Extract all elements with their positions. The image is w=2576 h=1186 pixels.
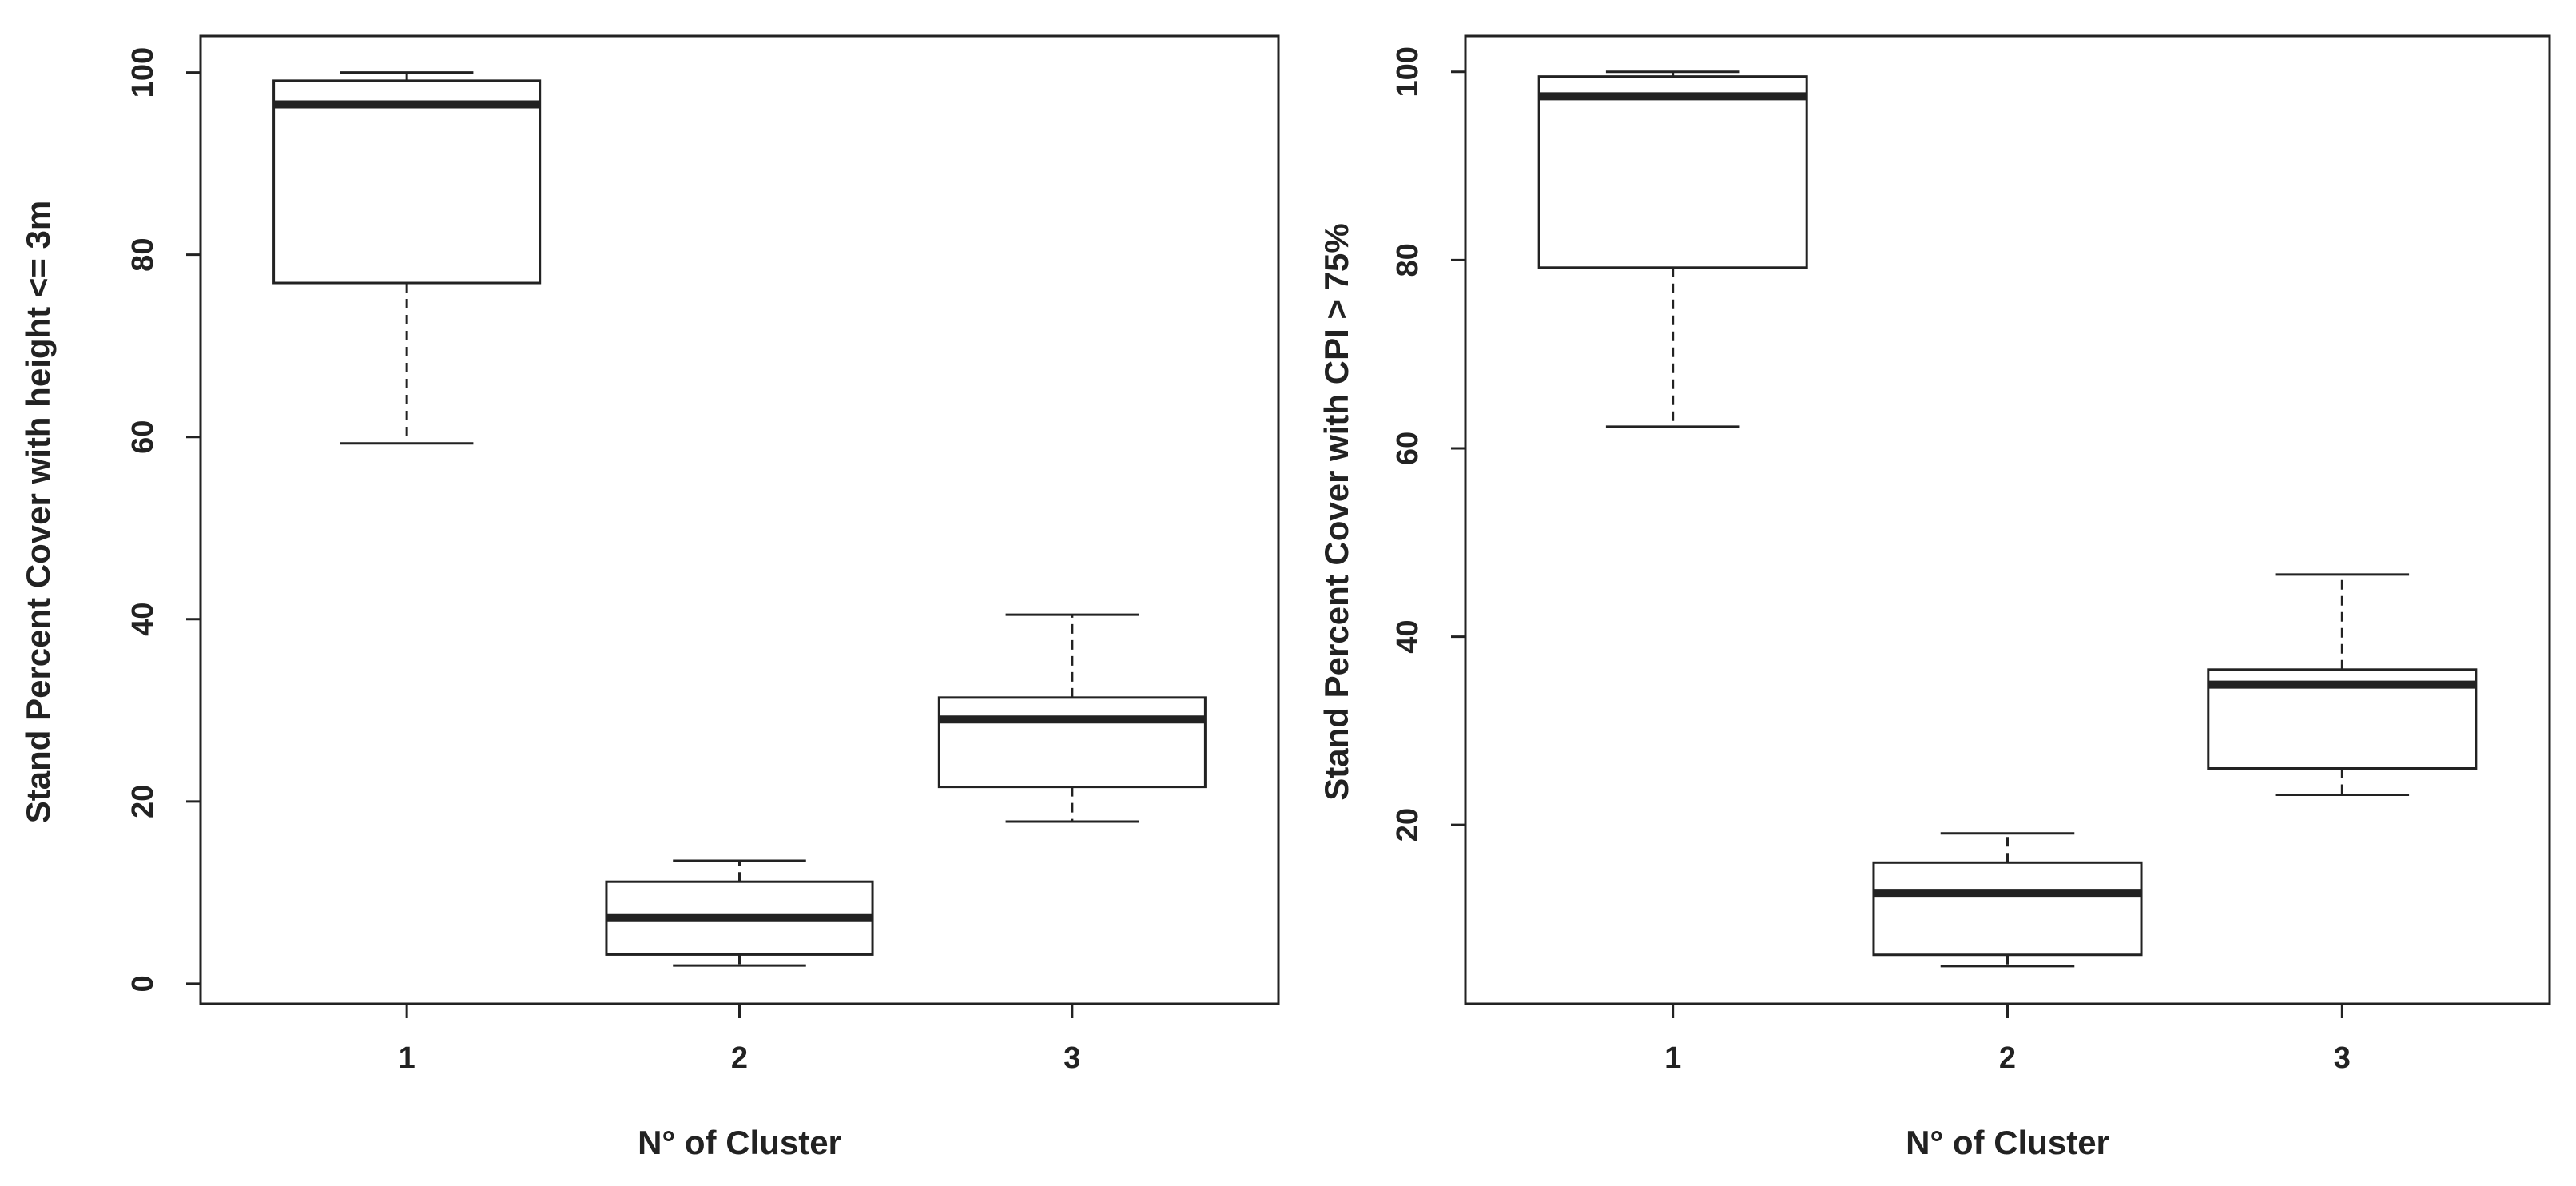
y-tick-label: 0: [126, 975, 160, 992]
y-tick-label: 80: [1391, 243, 1425, 277]
y-tick-label: 100: [126, 47, 160, 98]
y-tick-label: 80: [126, 238, 160, 272]
y-tick-label: 100: [1391, 46, 1425, 97]
y-tick-label: 60: [126, 420, 160, 454]
y-axis-title: Stand Percent Cover with height <= 3m: [19, 201, 57, 824]
box: [272, 79, 542, 285]
y-tick-label: 40: [126, 603, 160, 636]
x-tick-label: 3: [1063, 1041, 1080, 1075]
y-tick-label: 40: [1391, 619, 1425, 653]
x-axis-title: N° of Cluster: [1906, 1124, 2109, 1161]
box: [937, 696, 1207, 789]
y-tick-label: 20: [126, 785, 160, 818]
box: [1872, 861, 2143, 957]
x-axis-title: N° of Cluster: [638, 1124, 841, 1161]
box: [1537, 75, 1808, 269]
x-tick-label: 1: [399, 1041, 415, 1075]
y-tick-label: 20: [1391, 808, 1425, 842]
y-tick-label: 60: [1391, 432, 1425, 465]
x-tick-label: 2: [1999, 1041, 2016, 1075]
y-axis-title: Stand Percent Cover with CPI > 75%: [1318, 223, 1355, 800]
x-tick-label: 1: [1664, 1041, 1681, 1075]
x-tick-label: 2: [731, 1041, 748, 1075]
x-tick-label: 3: [2334, 1041, 2351, 1075]
